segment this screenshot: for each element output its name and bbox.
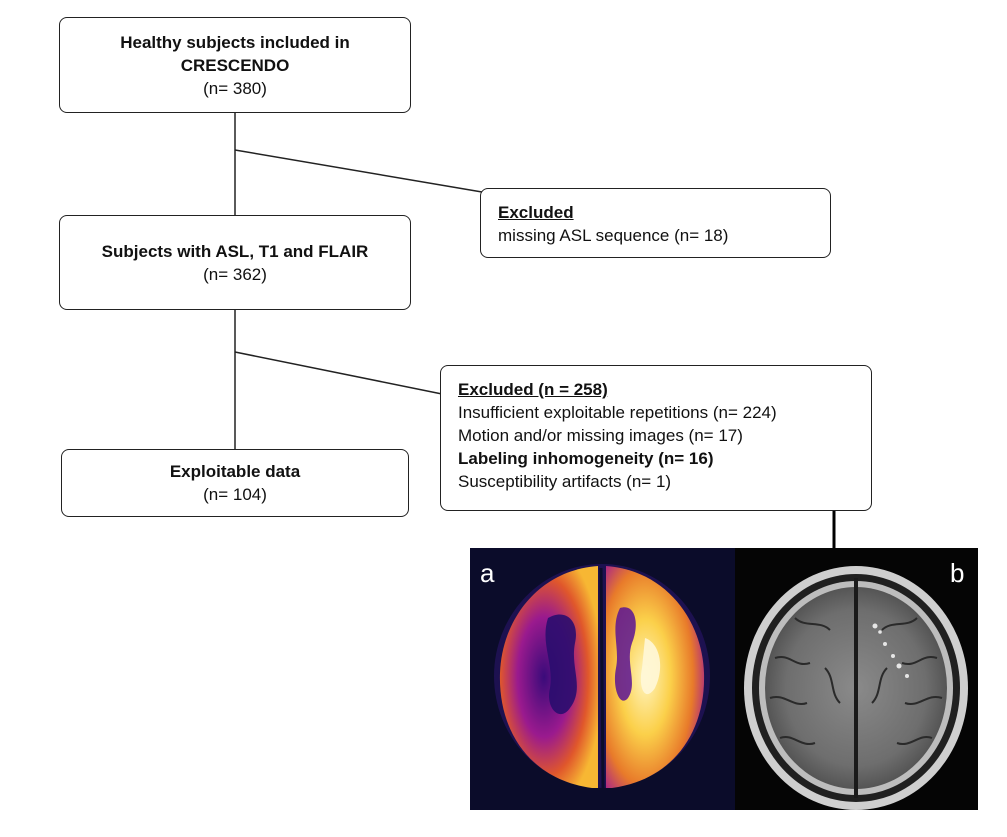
excluded2-item-labeling: Labeling inhomogeneity (n= 16) bbox=[458, 449, 714, 468]
excluded2-item-susceptibility: Susceptibility artifacts (n= 1) bbox=[458, 472, 672, 491]
exploitable-data-box: Exploitable data (n= 104) bbox=[61, 449, 409, 517]
excluded2-item-repetitions: Insufficient exploitable repetitions (n=… bbox=[458, 403, 777, 422]
exploitable-data-title: Exploitable data bbox=[169, 462, 301, 481]
asl-subjects-count: (n= 362) bbox=[203, 264, 267, 284]
asl-perfusion-image: a bbox=[470, 548, 735, 810]
exploitable-data-count: (n= 104) bbox=[203, 485, 267, 504]
excluded-missing-asl-box: Excluded missing ASL sequence (n= 18) bbox=[480, 188, 831, 258]
panel-b-label: b bbox=[950, 558, 965, 588]
panel-a-label: a bbox=[480, 558, 495, 588]
healthy-subjects-box: Healthy subjects included in CRESCENDO (… bbox=[59, 17, 411, 113]
asl-subjects-title: Subjects with ASL, T1 and FLAIR bbox=[101, 241, 369, 261]
excluded-258-box: Excluded (n = 258) Insufficient exploita… bbox=[440, 365, 872, 511]
healthy-subjects-count: (n= 380) bbox=[203, 78, 267, 98]
flair-mri-image: b bbox=[735, 548, 978, 810]
excluded2-item-motion: Motion and/or missing images (n= 17) bbox=[458, 426, 743, 445]
excluded1-heading: Excluded bbox=[498, 203, 574, 222]
flair-brain-slice bbox=[744, 566, 968, 810]
healthy-subjects-title: Healthy subjects included in CRESCENDO bbox=[120, 32, 350, 75]
excluded2-heading: Excluded (n = 258) bbox=[458, 380, 608, 399]
asl-brain-map bbox=[494, 564, 710, 789]
asl-subjects-box: Subjects with ASL, T1 and FLAIR (n= 362) bbox=[59, 215, 411, 310]
excluded1-item: missing ASL sequence (n= 18) bbox=[498, 226, 729, 245]
